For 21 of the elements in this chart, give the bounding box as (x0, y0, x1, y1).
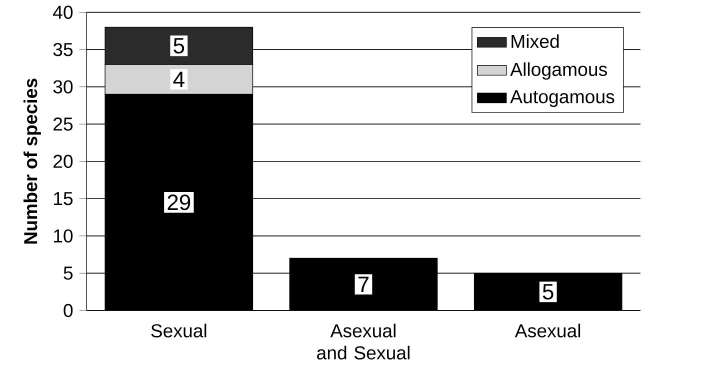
data-label: 5 (542, 284, 554, 300)
data-label: 7 (358, 276, 369, 292)
legend-label: Mixed (512, 34, 559, 48)
x-tick-label: Asexual (514, 324, 580, 338)
y-tick-label: 35 (53, 42, 73, 56)
legend-label: Autogamous (510, 90, 614, 107)
y-tick-label: 10 (54, 229, 73, 242)
y-tick-label: 20 (54, 154, 73, 168)
data-label: 5 (174, 38, 184, 54)
x-tick-label: Sexual (151, 324, 206, 338)
y-tick-label: 0 (64, 304, 73, 318)
legend-label: Allogamous (510, 62, 607, 80)
x-tick-label: Asexual and Sexual (317, 324, 410, 360)
y-axis-title: Number of species (24, 78, 41, 244)
y-tick-label: 15 (54, 192, 73, 206)
y-tick-label: 5 (64, 266, 73, 280)
data-label: 4 (173, 72, 184, 87)
data-label: 29 (168, 194, 190, 210)
y-tick-label: 40 (53, 6, 73, 19)
y-tick-label: 25 (54, 117, 73, 131)
y-tick-label: 30 (53, 80, 73, 94)
